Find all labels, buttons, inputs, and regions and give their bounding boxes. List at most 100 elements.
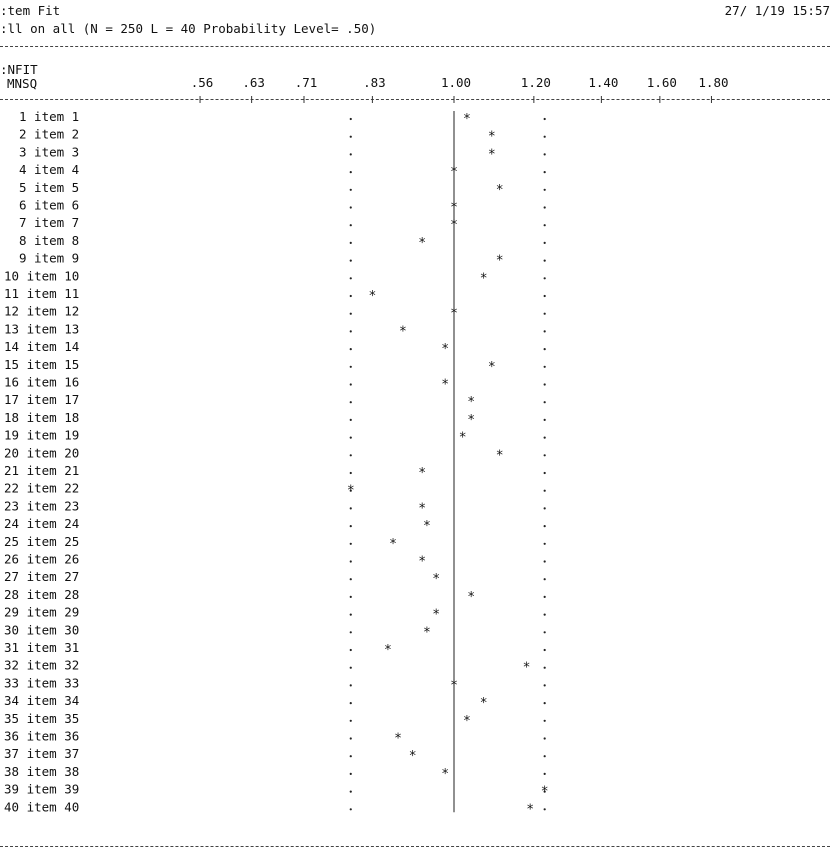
- item-label: 20 item 20: [4, 445, 79, 460]
- item-label: 11 item 11: [4, 286, 79, 301]
- ci-dot: [543, 719, 546, 722]
- ci-dot: [349, 312, 352, 315]
- ci-dot: [543, 613, 546, 616]
- item-label: 40 item 40: [4, 799, 79, 814]
- item-value-marker: *: [423, 519, 431, 534]
- item-label: 29 item 29: [4, 605, 79, 620]
- ci-dot: [349, 401, 352, 404]
- item-value-marker: *: [496, 183, 504, 198]
- item-label: 36 item 36: [4, 729, 79, 744]
- item-value-marker: *: [488, 147, 496, 162]
- ci-dot: [543, 560, 546, 563]
- item-label: 15 item 15: [4, 357, 79, 372]
- item-label: 16 item 16: [4, 375, 79, 390]
- item-label: 2 item 2: [19, 127, 79, 142]
- item-label: 14 item 14: [4, 339, 79, 354]
- item-value-marker: *: [389, 537, 397, 552]
- x-tick-label: 1.20: [521, 75, 551, 90]
- ci-dot: [543, 401, 546, 404]
- item-value-marker: *: [394, 732, 402, 747]
- item-value-marker: *: [399, 324, 407, 339]
- item-label: 37 item 37: [4, 746, 79, 761]
- ci-dot: [543, 365, 546, 368]
- item-label: 35 item 35: [4, 711, 79, 726]
- ci-dot: [349, 666, 352, 669]
- ci-dot: [543, 755, 546, 758]
- ci-dot: [349, 206, 352, 209]
- ci-dot: [349, 719, 352, 722]
- item-value-marker: *: [496, 448, 504, 463]
- item-value-marker: *: [450, 165, 458, 180]
- item-label: 13 item 13: [4, 321, 79, 336]
- ci-dot: [543, 507, 546, 510]
- item-label: 22 item 22: [4, 481, 79, 496]
- item-label: 3 item 3: [19, 144, 79, 159]
- axis-label-mnsq: MNSQ: [7, 76, 38, 91]
- item-value-marker: *: [480, 696, 488, 711]
- ci-dot: [543, 471, 546, 475]
- ci-dot: [349, 790, 352, 793]
- x-tick-label: .56: [191, 75, 214, 90]
- ci-dot: [543, 454, 546, 457]
- ci-dot: [543, 525, 546, 528]
- item-label: 24 item 24: [4, 516, 79, 531]
- x-tick-label: 1.00: [441, 75, 471, 90]
- ci-dot: [349, 330, 352, 333]
- ci-dot: [543, 808, 546, 811]
- item-label: 4 item 4: [19, 162, 79, 177]
- x-tick-label: .71: [295, 75, 318, 90]
- ci-dot: [543, 277, 546, 280]
- item-value-marker: *: [463, 714, 471, 729]
- ci-dot: [349, 613, 352, 616]
- item-value-marker: *: [467, 590, 475, 605]
- item-label: 38 item 38: [4, 764, 79, 779]
- item-label: 25 item 25: [4, 534, 79, 549]
- ci-dot: [543, 348, 546, 351]
- ci-dot: [543, 595, 546, 599]
- item-value-marker: *: [418, 236, 426, 251]
- ci-dot: [543, 542, 546, 545]
- ci-dot: [543, 772, 546, 776]
- ci-dot: [349, 595, 352, 599]
- item-value-marker: *: [459, 431, 467, 446]
- item-label: 39 item 39: [4, 782, 79, 797]
- x-tick-label: .63: [242, 75, 265, 90]
- ci-dot: [543, 294, 546, 298]
- item-value-marker: *: [467, 395, 475, 410]
- ci-dot: [349, 241, 352, 244]
- ci-dot: [349, 454, 352, 457]
- ci-dot: [349, 578, 352, 581]
- ci-dot: [349, 153, 352, 156]
- chart-title: :tem Fit: [0, 3, 61, 18]
- ci-dot: [543, 436, 546, 439]
- item-value-marker: *: [423, 625, 431, 640]
- ci-dot: [543, 383, 546, 386]
- item-label: 7 item 7: [19, 215, 79, 230]
- ci-dot: [349, 684, 352, 687]
- axis-label-infit: :NFIT: [0, 62, 38, 77]
- x-tick-label: 1.60: [647, 75, 677, 90]
- bottom-divider: [0, 846, 830, 847]
- ci-dot: [349, 471, 352, 475]
- item-label: 6 item 6: [19, 198, 79, 213]
- ci-dot: [543, 224, 546, 227]
- item-value-marker: *: [467, 413, 475, 428]
- ci-dot: [349, 188, 352, 191]
- item-label: 12 item 12: [4, 304, 79, 319]
- item-value-marker: *: [463, 112, 471, 127]
- ci-dot: [349, 365, 352, 368]
- item-value-marker: *: [450, 218, 458, 233]
- ci-dot: [349, 277, 352, 280]
- ci-dot: [349, 117, 352, 121]
- ci-dot: [543, 206, 546, 209]
- ci-dot: [349, 507, 352, 510]
- item-value-marker: *: [488, 130, 496, 145]
- item-value-marker: *: [384, 643, 392, 658]
- item-label: 10 item 10: [4, 268, 79, 283]
- ci-dot: [349, 542, 352, 545]
- item-label: 27 item 27: [4, 569, 79, 584]
- ci-dot: [349, 294, 352, 298]
- item-label: 34 item 34: [4, 693, 79, 708]
- item-label: 23 item 23: [4, 498, 79, 513]
